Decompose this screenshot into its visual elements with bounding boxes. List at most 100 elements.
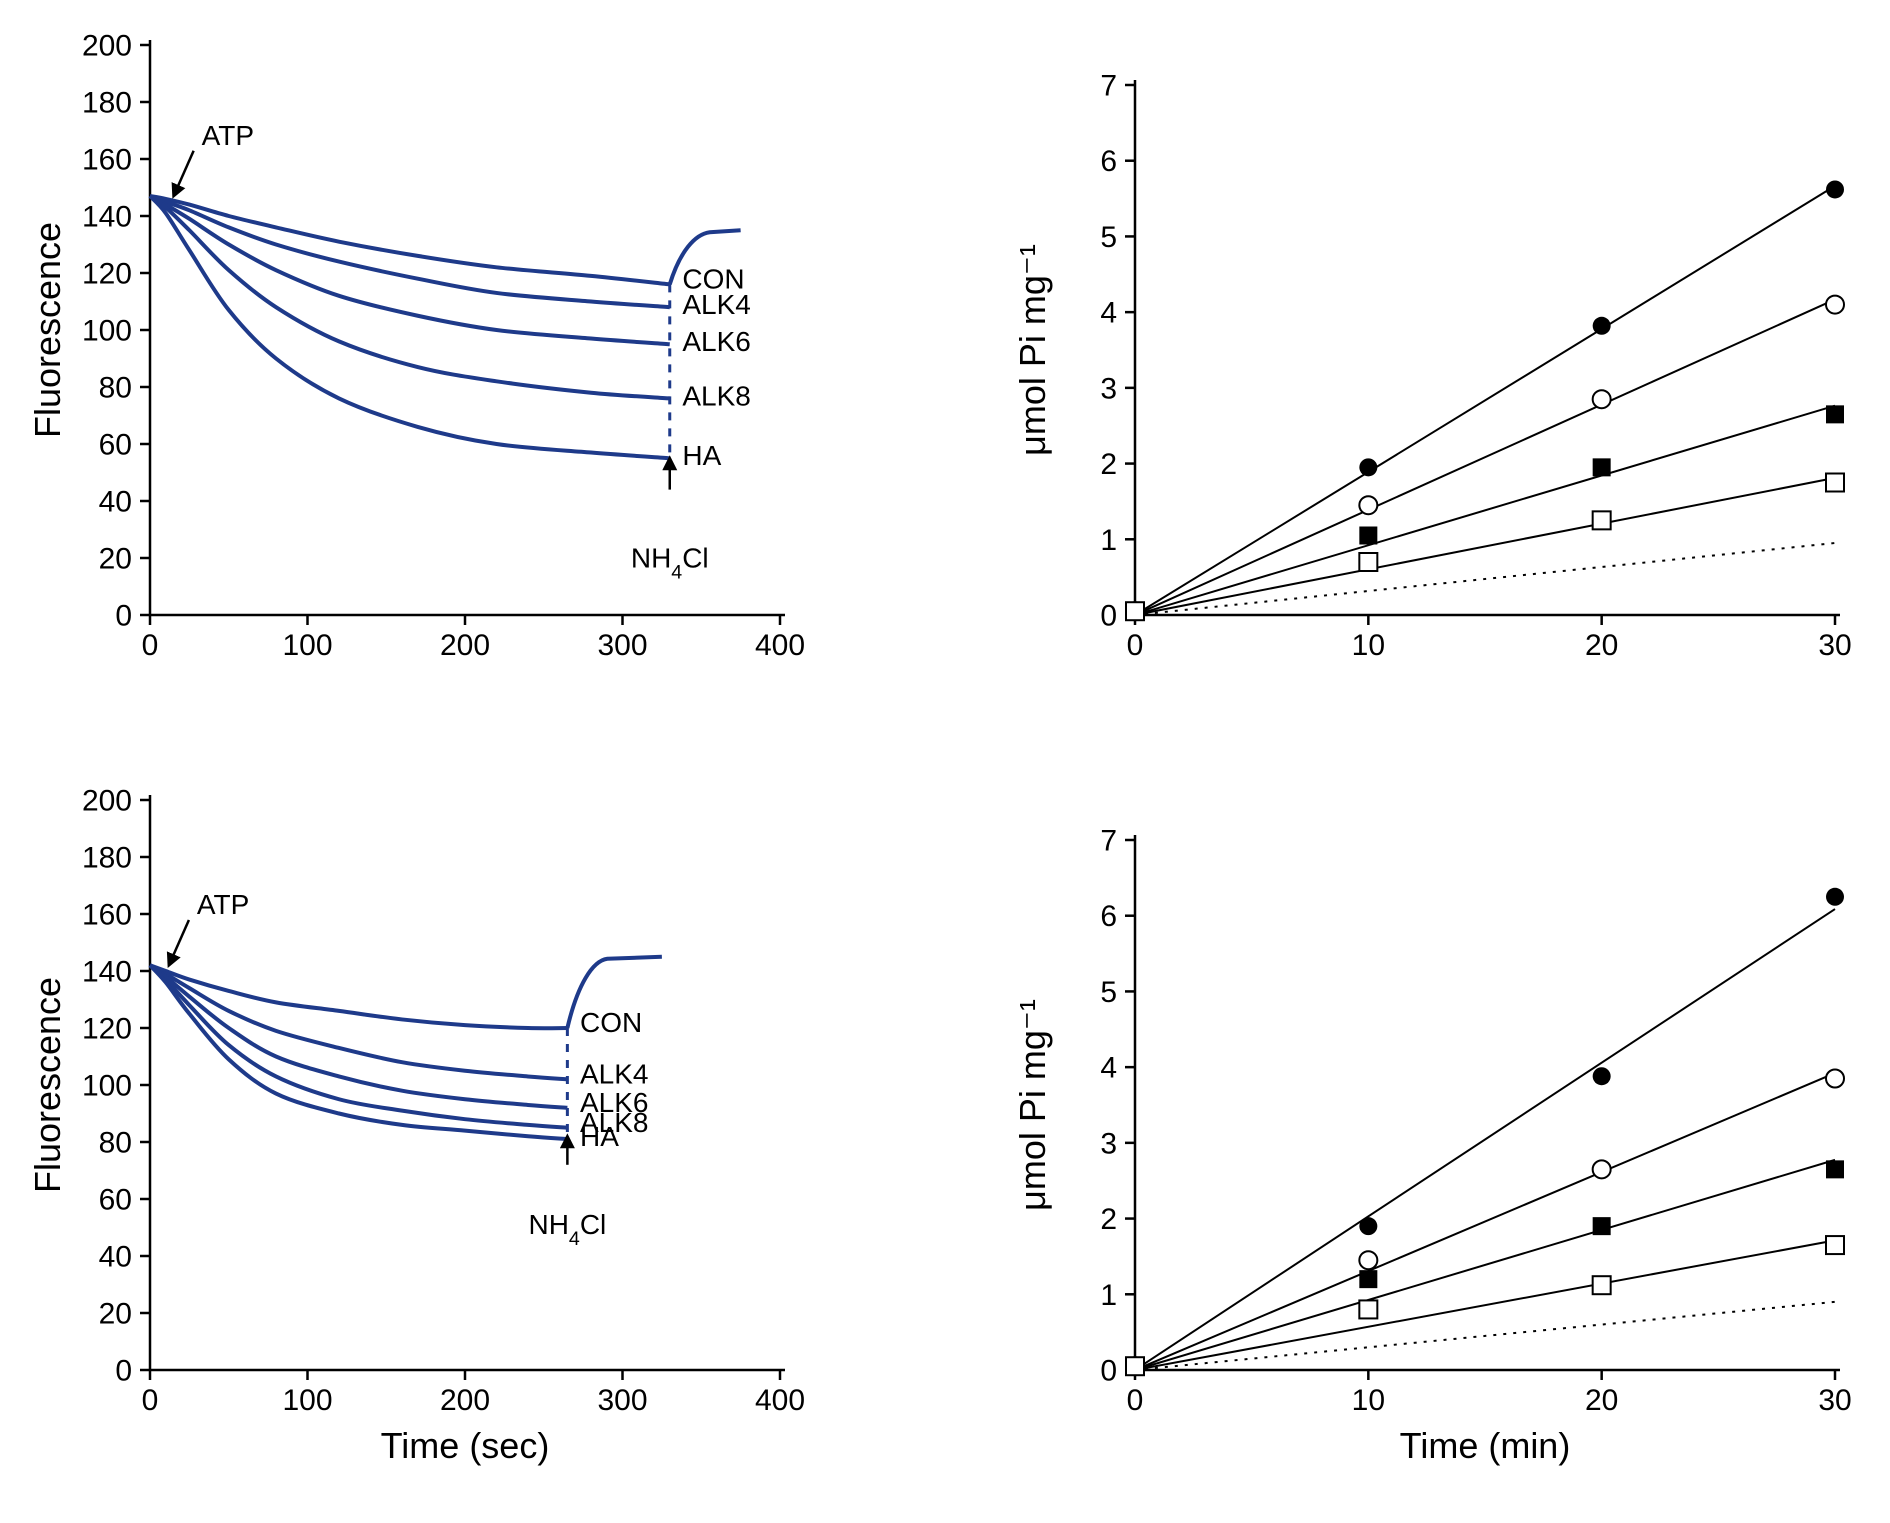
y-tick-label: 20 — [99, 543, 132, 576]
y-tick-label: 80 — [99, 372, 132, 405]
x-tick-label: 0 — [1127, 629, 1144, 662]
marker-open-circle-icon — [1359, 1251, 1377, 1269]
marker-open-square-icon — [1593, 511, 1611, 529]
y-tick-label: 4 — [1100, 1052, 1117, 1085]
y-tick-label: 60 — [99, 429, 132, 462]
y-tick-label: 160 — [82, 899, 132, 932]
marker-filled-square-icon — [1593, 458, 1611, 476]
marker-open-square-icon — [1826, 474, 1844, 492]
marker-filled-square-icon — [1359, 1270, 1377, 1288]
marker-open-square-icon — [1593, 1276, 1611, 1294]
y-tick-label: 3 — [1100, 372, 1117, 405]
marker-filled-square-icon — [1826, 405, 1844, 423]
x-tick-label: 20 — [1585, 1384, 1618, 1417]
series-fit-line — [1135, 478, 1835, 615]
marker-open-circle-icon — [1826, 296, 1844, 314]
x-tick-label: 0 — [142, 1384, 159, 1417]
series-fit-line — [1135, 909, 1835, 1370]
nh4cl-annotation: NH4Cl — [528, 1209, 606, 1250]
y-tick-label: 180 — [82, 842, 132, 875]
marker-open-circle-icon — [1826, 1070, 1844, 1088]
marker-filled-circle-icon — [1826, 180, 1844, 198]
x-axis-title: Time (min) — [1400, 1425, 1571, 1466]
y-tick-label: 40 — [99, 1241, 132, 1274]
y-tick-label: 2 — [1100, 448, 1117, 481]
baseline-dotted-line — [1135, 1302, 1835, 1370]
fluorescence-chart-top: 0100200300400020406080100120140160180200… — [20, 15, 920, 705]
y-tick-label: 0 — [1100, 600, 1117, 633]
y-tick-label: 2 — [1100, 1203, 1117, 1236]
x-tick-label: 200 — [440, 1384, 490, 1417]
y-tick-label: 80 — [99, 1127, 132, 1160]
y-tick-label: 6 — [1100, 145, 1117, 178]
y-tick-label: 4 — [1100, 297, 1117, 330]
x-tick-label: 400 — [755, 1384, 805, 1417]
y-tick-label: 20 — [99, 1298, 132, 1331]
curve-label: ALK8 — [682, 380, 751, 411]
y-tick-label: 5 — [1100, 976, 1117, 1009]
y-tick-label: 100 — [82, 315, 132, 348]
y-axis-title: Fluorescence — [27, 222, 68, 438]
marker-filled-circle-icon — [1593, 317, 1611, 335]
marker-filled-square-icon — [1593, 1217, 1611, 1235]
marker-filled-circle-icon — [1826, 888, 1844, 906]
marker-open-square-icon — [1826, 1236, 1844, 1254]
series-fit-line — [1135, 406, 1835, 615]
marker-open-square-icon — [1126, 1357, 1144, 1375]
y-axis-title: Fluorescence — [27, 977, 68, 1193]
y-tick-label: 7 — [1100, 70, 1117, 103]
marker-open-square-icon — [1126, 602, 1144, 620]
y-tick-label: 0 — [115, 1355, 132, 1388]
y-tick-label: 7 — [1100, 825, 1117, 858]
y-tick-label: 140 — [82, 201, 132, 234]
curve-label: CON — [580, 1007, 642, 1038]
atpase-chart-bottom: 010203001234567μmol Pi mg⁻¹Time (min) — [1005, 810, 1865, 1470]
y-tick-label: 1 — [1100, 1279, 1117, 1312]
x-tick-label: 10 — [1352, 1384, 1385, 1417]
x-tick-label: 300 — [597, 1384, 647, 1417]
atpase-chart-top: 010203001234567μmol Pi mg⁻¹ — [1005, 55, 1865, 695]
y-axis-title: μmol Pi mg⁻¹ — [1012, 999, 1053, 1211]
y-tick-label: 120 — [82, 1013, 132, 1046]
marker-filled-circle-icon — [1359, 458, 1377, 476]
x-tick-label: 0 — [1127, 1384, 1144, 1417]
x-tick-label: 0 — [142, 629, 159, 662]
y-tick-label: 40 — [99, 486, 132, 519]
x-tick-label: 100 — [282, 629, 332, 662]
x-tick-label: 400 — [755, 629, 805, 662]
marker-open-circle-icon — [1593, 390, 1611, 408]
curve-label: ALK4 — [580, 1058, 649, 1089]
curve-label: ALK4 — [682, 289, 751, 320]
y-tick-label: 120 — [82, 258, 132, 291]
fluorescence-curve — [150, 196, 670, 458]
x-tick-label: 30 — [1818, 629, 1851, 662]
atp-annotation: ATP — [197, 889, 249, 920]
x-tick-label: 20 — [1585, 629, 1618, 662]
x-tick-label: 10 — [1352, 629, 1385, 662]
baseline-dotted-line — [1135, 543, 1835, 615]
curve-label: HA — [580, 1121, 619, 1152]
marker-filled-square-icon — [1826, 1160, 1844, 1178]
y-tick-label: 100 — [82, 1070, 132, 1103]
y-axis-title: μmol Pi mg⁻¹ — [1012, 244, 1053, 456]
x-axis-title: Time (sec) — [381, 1425, 550, 1466]
series-fit-line — [1135, 1073, 1835, 1370]
nh4cl-annotation: NH4Cl — [631, 543, 709, 584]
atp-annotation: ATP — [202, 120, 254, 151]
y-tick-label: 0 — [115, 600, 132, 633]
marker-filled-square-icon — [1359, 527, 1377, 545]
y-tick-label: 180 — [82, 87, 132, 120]
atp-arrow-icon — [169, 920, 189, 965]
y-tick-label: 3 — [1100, 1127, 1117, 1160]
series-fit-line — [1135, 299, 1835, 615]
marker-open-circle-icon — [1593, 1160, 1611, 1178]
x-tick-label: 200 — [440, 629, 490, 662]
marker-filled-circle-icon — [1593, 1067, 1611, 1085]
curve-label: HA — [682, 440, 721, 471]
fluorescence-curve — [150, 196, 670, 307]
y-tick-label: 140 — [82, 956, 132, 989]
fluorescence-curve — [150, 965, 567, 1079]
marker-open-circle-icon — [1359, 496, 1377, 514]
x-tick-label: 300 — [597, 629, 647, 662]
y-tick-label: 200 — [82, 785, 132, 818]
